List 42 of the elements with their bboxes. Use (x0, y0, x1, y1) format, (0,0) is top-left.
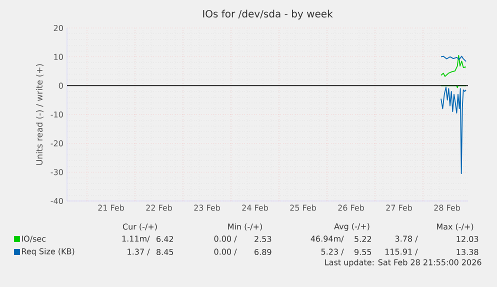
y-tick-label: 20 (54, 24, 63, 32)
text: 1.11m/ (122, 236, 150, 242)
text: Min (-/+) (228, 223, 262, 231)
text: Max (-/+) (436, 223, 474, 231)
text: 5.22 (354, 236, 371, 242)
text: 5.23 / (321, 248, 344, 256)
text: 13.38 (456, 248, 478, 256)
x-tick-label: 22 Feb (146, 204, 172, 211)
text: 8.45 (156, 248, 174, 256)
y-tick-label: -10 (50, 111, 63, 118)
text: 0.00 / (214, 248, 237, 256)
y-tick-label: -30 (50, 169, 63, 176)
text: Avg (-/+) (334, 223, 370, 231)
line-series (440, 54, 466, 77)
text: Cur (-/+) (122, 223, 157, 231)
text: 9.55 (354, 248, 372, 256)
text: 6.89 (254, 248, 272, 256)
text: Last update: Sat Feb 28 21:55:00 2026 (325, 259, 482, 267)
x-tick-label: 26 Feb (338, 204, 364, 211)
text: 46.94m/ (310, 236, 344, 242)
text: 3.78 / (395, 236, 418, 242)
y-tick-label: -40 (50, 198, 63, 204)
legend-label: Req Size (KB) (22, 248, 74, 256)
y-tick-label: 10 (54, 54, 63, 60)
y-axis-title: Units read (-) / write (+) (36, 64, 44, 165)
x-tick-label: 23 Feb (194, 204, 220, 211)
text: 0.00 / (214, 236, 237, 242)
legend-label: IO/sec (22, 236, 46, 242)
text: 115.91 / (385, 248, 418, 256)
text: 2.53 (254, 236, 272, 242)
text: 12.03 (456, 236, 478, 242)
x-tick-label: 24 Feb (242, 204, 268, 211)
y-tick-label: -20 (50, 140, 63, 146)
line-series (440, 86, 466, 174)
x-tick-label: 25 Feb (290, 204, 316, 211)
x-tick-label: 28 Feb (434, 204, 460, 211)
x-tick-label: 21 Feb (98, 204, 124, 211)
text: 6.42 (156, 236, 173, 242)
text: 1.37 / (128, 248, 150, 256)
x-tick-label: 27 Feb (386, 204, 412, 211)
chart-title: IOs for /dev/sda - by week (203, 10, 333, 20)
y-tick-label: 0 (58, 82, 63, 89)
